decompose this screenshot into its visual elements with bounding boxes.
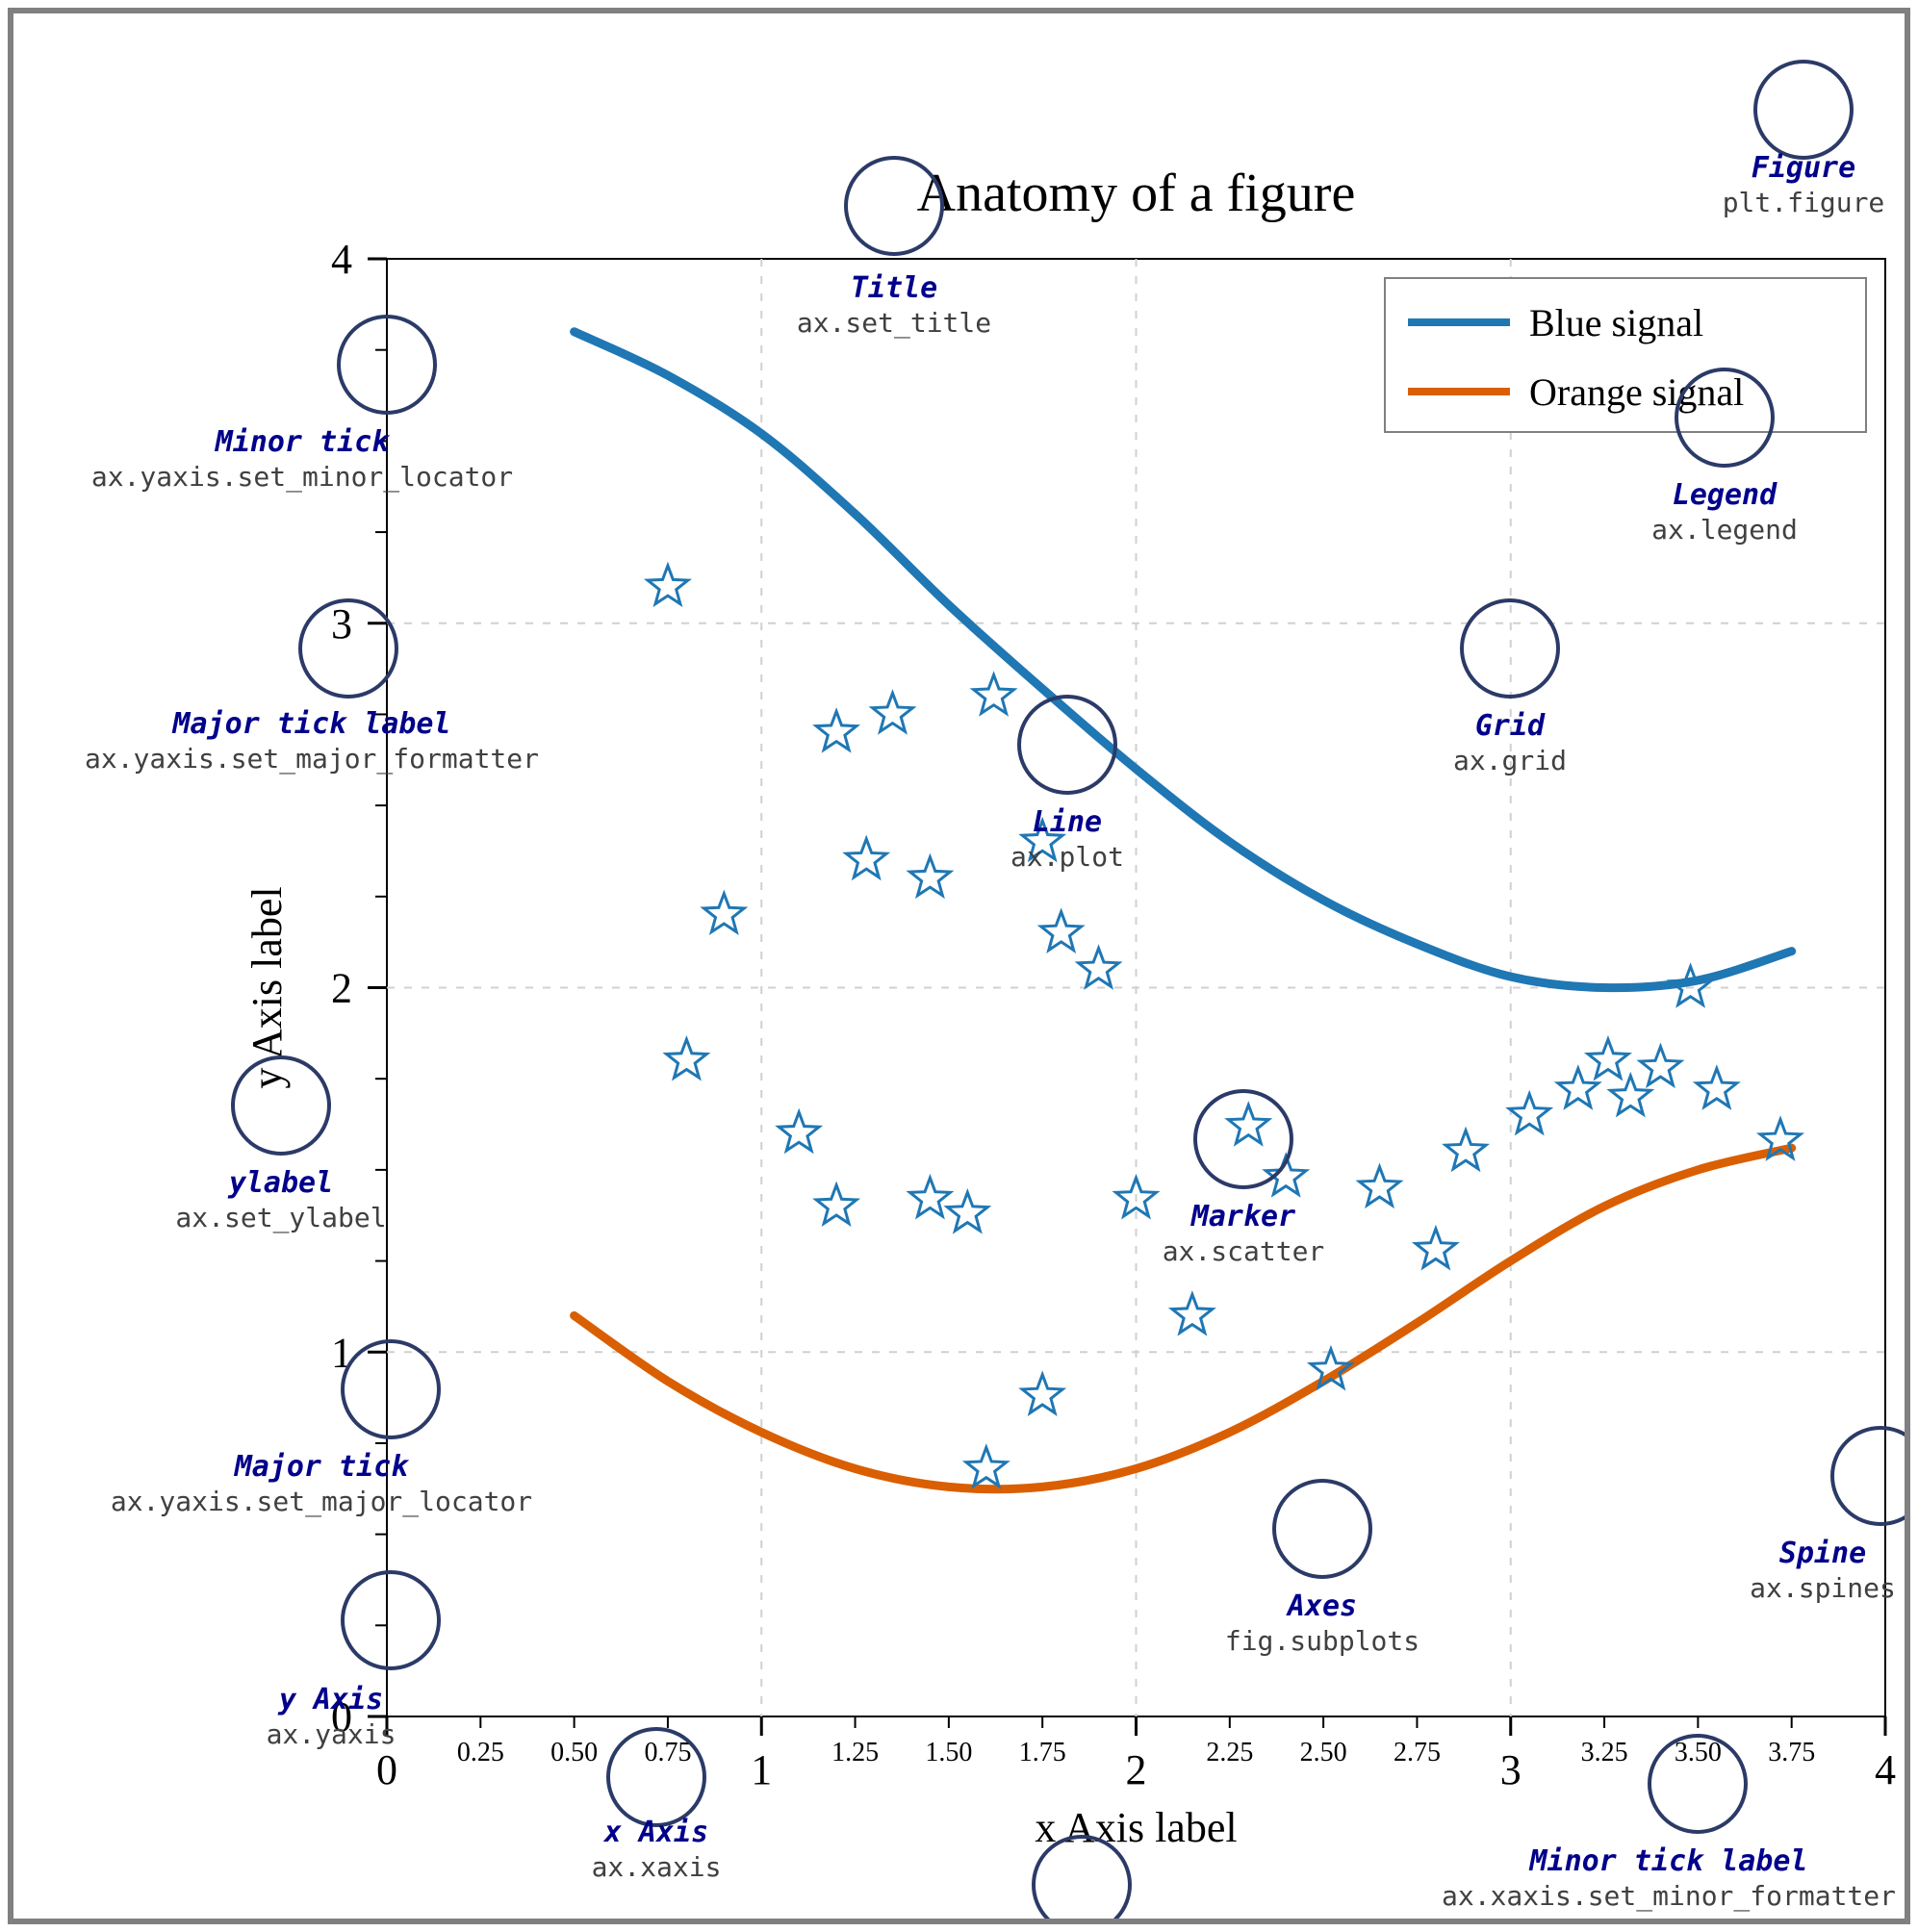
anno-label-minor-tick: Minor tick xyxy=(215,425,392,459)
x-minor-tick-label: 3.75 xyxy=(1768,1738,1815,1767)
x-minor-tick-label: 0.25 xyxy=(457,1738,504,1767)
x-minor-tick-label: 1.25 xyxy=(831,1738,879,1767)
x-minor-tick-label: 3.50 xyxy=(1675,1738,1722,1767)
anno-label-ylabel: ylabel xyxy=(227,1166,333,1200)
x-major-tick-label: 2 xyxy=(1126,1746,1147,1793)
anno-label-spine: Spine xyxy=(1779,1537,1866,1570)
x-minor-tick-label: 0.50 xyxy=(550,1738,598,1767)
legend: Blue signal Orange signal xyxy=(1385,278,1866,432)
anno-label-minor-tick-label: Minor tick label xyxy=(1529,1844,1808,1878)
y-major-tick-label: 2 xyxy=(331,965,352,1012)
x-minor-tick-label: 2.75 xyxy=(1394,1738,1441,1767)
figure-svg: 0 1 2 3 4 0.25 0.50 0.75 1.25 1.50 1.75 2.25 2.50 2.7… xyxy=(13,13,1905,1919)
anno-code-axes: fig.subplots xyxy=(1225,1625,1419,1657)
x-major-tick-label: 4 xyxy=(1875,1746,1896,1793)
anno-label-legend: Legend xyxy=(1673,478,1777,512)
anno-code-y-axis: ax.yaxis xyxy=(267,1718,396,1750)
legend-label: Blue signal xyxy=(1529,301,1703,344)
anno-label-x-axis: x Axis xyxy=(602,1816,708,1849)
anno-code-major-tick: ax.yaxis.set_major_locator xyxy=(111,1486,532,1518)
legend-label: Orange signal xyxy=(1529,370,1744,414)
anno-label-y-axis: y Axis xyxy=(277,1683,383,1716)
anno-code-minor-tick: ax.yaxis.set_minor_locator xyxy=(91,461,513,494)
anno-code-line: ax.plot xyxy=(1010,841,1124,873)
anno-label-axes: Axes xyxy=(1286,1589,1357,1623)
anno-label-major-tick-label: Major tick label xyxy=(172,707,451,741)
y-major-tick-label: 3 xyxy=(331,600,352,648)
anno-code-ylabel: ax.set_ylabel xyxy=(175,1202,386,1234)
x-major-tick-label: 1 xyxy=(751,1746,772,1793)
x-minor-tick-label: 0.75 xyxy=(644,1738,691,1767)
anno-code-minor-tick-label: ax.xaxis.set_minor_formatter xyxy=(1442,1880,1896,1913)
anno-label-marker: Marker xyxy=(1190,1200,1295,1233)
anno-code-major-tick-label: ax.yaxis.set_major_formatter xyxy=(85,743,539,775)
anno-code-x-axis: ax.xaxis xyxy=(592,1851,722,1883)
x-minor-tick-label: 1.50 xyxy=(925,1738,972,1767)
anno-code-grid: ax.grid xyxy=(1453,745,1567,776)
anno-code-spine: ax.spines xyxy=(1750,1572,1896,1604)
x-minor-tick-label: 1.75 xyxy=(1019,1738,1066,1767)
anno-circle-figure xyxy=(1755,62,1852,158)
y-major-tick-label: 4 xyxy=(331,236,352,283)
anno-code-title: ax.set_title xyxy=(797,307,991,340)
anno-code-marker: ax.scatter xyxy=(1163,1235,1325,1267)
anno-code-legend: ax.legend xyxy=(1651,514,1798,546)
anno-label-major-tick: Major tick xyxy=(234,1450,411,1484)
x-minor-tick-label: 2.25 xyxy=(1206,1738,1253,1767)
x-minor-tick-label: 3.25 xyxy=(1581,1738,1628,1767)
figure-container: 0 1 2 3 4 0.25 0.50 0.75 1.25 1.50 1.75 2.25 2.50 2.7… xyxy=(8,8,1910,1924)
anno-code-figure: plt.figure xyxy=(1723,187,1885,218)
x-minor-tick-label: 2.50 xyxy=(1300,1738,1347,1767)
x-axis-label: x Axis label xyxy=(1035,1804,1237,1851)
anno-label-line: Line xyxy=(1033,805,1102,839)
x-major-tick-label: 0 xyxy=(376,1746,397,1793)
x-major-tick-label: 3 xyxy=(1500,1746,1522,1793)
anno-label-title: Title xyxy=(851,271,937,305)
anno-label-figure: Figure xyxy=(1752,151,1855,185)
anno-label-grid: Grid xyxy=(1475,709,1546,743)
plot-title: Anatomy of a figure xyxy=(917,164,1356,223)
